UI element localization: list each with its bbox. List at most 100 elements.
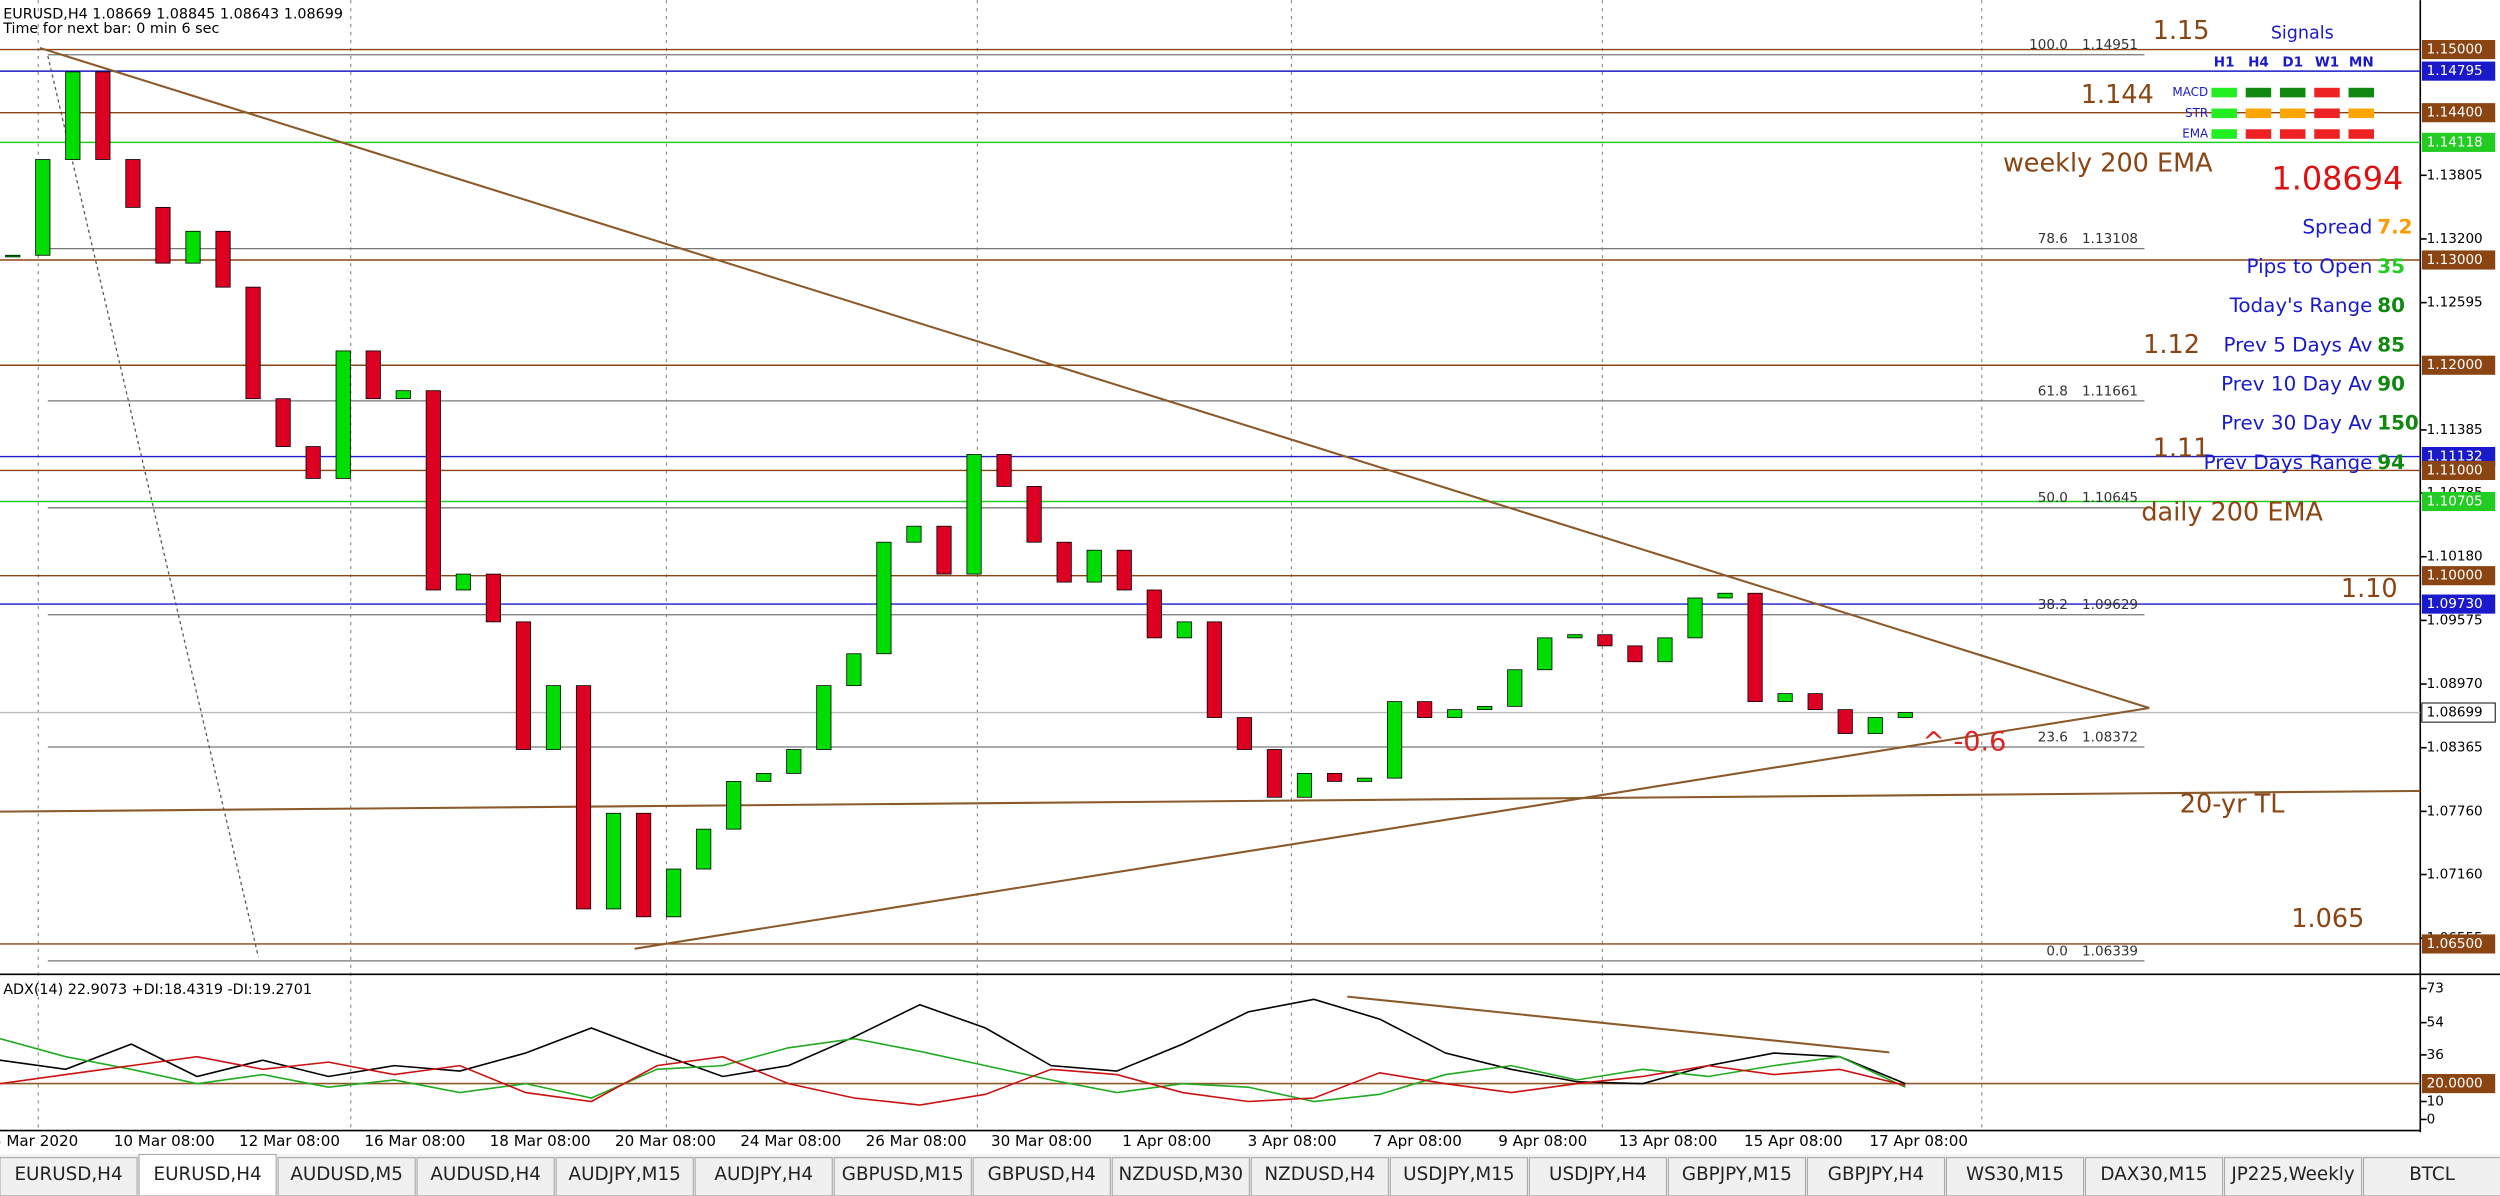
candle-body (996, 454, 1012, 487)
candles (5, 71, 1913, 918)
stat-value: 150 (2377, 412, 2419, 435)
tab[interactable] (2084, 1157, 2224, 1196)
tab-label[interactable]: AUDUSD,H4 (430, 1164, 541, 1185)
candle-body (1056, 541, 1072, 583)
signal-cell (2314, 108, 2340, 119)
tab-label[interactable]: EURUSD,H4 (14, 1164, 122, 1185)
tab[interactable] (1667, 1157, 1807, 1196)
annotation: 1.10 (2341, 574, 2398, 604)
candle-body (1176, 621, 1192, 639)
stat-label: Prev Days Range (2204, 451, 2373, 474)
time-label: 5 Mar 2020 (0, 1132, 78, 1150)
stat-value: 7.2 (2377, 216, 2412, 239)
candle-body (485, 573, 501, 623)
candle-body (575, 685, 592, 910)
tab-label[interactable]: DAX30,M15 (2100, 1164, 2207, 1185)
candle-body (215, 230, 231, 288)
y-tick-label: 1.09575 (2427, 612, 2483, 628)
annotation: 1.144 (2081, 80, 2154, 110)
tab[interactable] (1250, 1157, 1389, 1196)
adx-tick-label: 10 (2427, 1094, 2444, 1110)
fib-price: 1.09629 (2082, 597, 2138, 613)
level-label: 1.09730 (2427, 596, 2483, 612)
level-tag (2421, 594, 2496, 614)
tab-label[interactable]: GBPUSD,H4 (988, 1164, 1096, 1185)
tab[interactable] (138, 1153, 277, 1196)
levels: 1.138051.132001.125951.113851.107851.101… (0, 39, 2496, 954)
tab-label[interactable]: AUDUSD,M5 (290, 1164, 403, 1185)
signals-title: Signals (2271, 24, 2334, 44)
tab-label[interactable]: WS30,M15 (1966, 1164, 2064, 1185)
time-label: 13 Apr 08:00 (1619, 1132, 1718, 1150)
signal-cell (2245, 108, 2272, 119)
annotation: ^ -0.6 (1922, 727, 2006, 758)
candle-body (335, 350, 351, 479)
signal-column: H1 (2214, 54, 2235, 70)
candle-body (1657, 637, 1673, 663)
signal-cell (2348, 87, 2375, 98)
tab[interactable] (1389, 1157, 1528, 1196)
tab-label[interactable]: AUDJPY,H4 (714, 1164, 813, 1185)
bar-timer: Time for next bar: 0 min 6 sec (2, 21, 219, 37)
level-label: 1.11000 (2427, 462, 2483, 478)
fib-price: 1.10645 (2082, 490, 2138, 506)
annotation: 1.065 (2291, 904, 2364, 934)
candle-body (636, 812, 652, 918)
fib-level: 61.8 (2038, 383, 2068, 399)
symbol-line: EURUSD,H4 1.08669 1.08845 1.08643 1.0869… (3, 6, 343, 22)
candle-body (1026, 486, 1042, 543)
tab[interactable] (1528, 1157, 1668, 1196)
candle-body (1086, 549, 1102, 583)
candle-body (155, 206, 171, 264)
tab-label[interactable]: BTCL (2409, 1164, 2455, 1185)
tab-label[interactable]: USDJPY,H4 (1549, 1164, 1647, 1185)
candle-body (1266, 749, 1283, 798)
tab-label[interactable]: GBPUSD,M15 (842, 1164, 964, 1185)
tab-label[interactable]: AUDJPY,M15 (569, 1164, 681, 1185)
signal-cell (2279, 129, 2306, 139)
candle-body (1507, 669, 1523, 707)
fib-level: 38.2 (2038, 597, 2068, 613)
candle-body (455, 573, 471, 591)
candle-body (1537, 637, 1553, 671)
tab[interactable] (972, 1157, 1111, 1196)
time-label: 26 Mar 08:00 (866, 1132, 967, 1150)
tab-label[interactable]: NZDUSD,M30 (1119, 1164, 1244, 1185)
level-label: 1.06500 (2427, 936, 2483, 952)
tab[interactable] (1806, 1157, 1946, 1196)
candle-body (5, 254, 21, 258)
tab[interactable] (1111, 1157, 1250, 1196)
candle-body (666, 868, 682, 918)
stat-label: Prev 10 Day Av (2221, 372, 2372, 395)
tab-label[interactable]: EURUSD,H4 (154, 1164, 262, 1185)
tab[interactable] (0, 1157, 138, 1196)
tab[interactable] (2362, 1157, 2500, 1196)
tab[interactable] (694, 1157, 833, 1196)
tab-label[interactable]: JP225,Weekly (2230, 1164, 2355, 1185)
fib-price: 1.13108 (2082, 231, 2138, 247)
signal-cell (2245, 129, 2272, 139)
candle-body (696, 828, 712, 870)
stat-label: Prev 5 Days Av (2223, 333, 2372, 356)
tab-label[interactable]: USDJPY,M15 (1403, 1164, 1514, 1185)
annotation: weekly 200 EMA (2003, 148, 2213, 178)
candle-body (1356, 777, 1373, 782)
tab-label[interactable]: GBPJPY,M15 (1682, 1164, 1792, 1185)
stat-value: 90 (2377, 372, 2405, 395)
level-label: 1.14400 (2427, 105, 2483, 121)
adx-tick-label: 36 (2427, 1047, 2444, 1063)
candle-body (515, 621, 532, 750)
fib-anchor-line (47, 55, 259, 957)
adx-line (0, 1037, 1906, 1103)
time-label: 9 Apr 08:00 (1498, 1132, 1587, 1150)
level-tag (2421, 934, 2496, 954)
tab[interactable] (277, 1157, 416, 1196)
annotation: daily 200 EMA (2141, 497, 2323, 527)
tab-label[interactable]: GBPJPY,H4 (1828, 1164, 1924, 1185)
level-tag (2421, 491, 2496, 512)
fib-level: 78.6 (2038, 231, 2068, 247)
adx-line (0, 1055, 1906, 1106)
adx-tick-label: 20.0000 (2427, 1076, 2483, 1092)
tab-label[interactable]: NZDUSD,H4 (1264, 1164, 1375, 1185)
candle-body (936, 525, 952, 575)
